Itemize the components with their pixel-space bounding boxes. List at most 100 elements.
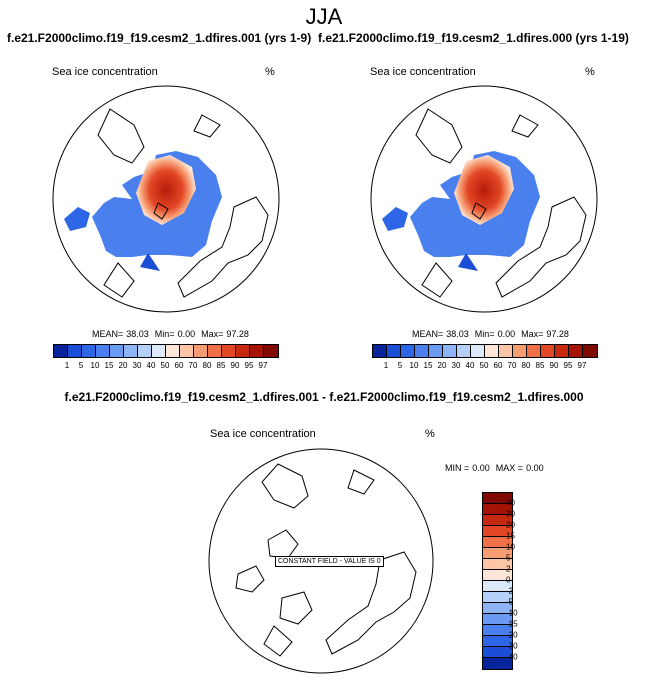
colorbar-tick-label: 70 bbox=[507, 361, 517, 370]
colorbar-ticks-left: 1 5 10 15 20 30 40 50 60 70 80 85 90 95 97 bbox=[53, 361, 279, 371]
colorbar-swatch bbox=[483, 548, 512, 559]
stat-mean-label-right: MEAN= bbox=[412, 329, 444, 339]
colorbar-tick-label: 15 bbox=[104, 361, 114, 370]
stat-min-label-right: Min= bbox=[474, 329, 495, 339]
colorbar-swatch bbox=[483, 581, 512, 592]
coastline-right bbox=[415, 108, 587, 298]
colorbar-swatch bbox=[264, 345, 278, 357]
colorbar-tick-label: 60 bbox=[493, 361, 503, 370]
colorbar-swatch bbox=[483, 559, 512, 570]
variable-label-left: Sea ice concentration bbox=[52, 66, 158, 78]
polar-map-right bbox=[370, 85, 598, 313]
colorbar-ticks-difference: 40 30 20 15 10 5 2 0 -2 -5 -10 -15 -20 -30 -40 bbox=[506, 492, 536, 670]
stat-max-label-right: Max= bbox=[521, 329, 544, 339]
stats-right: MEAN= 38.03 Min= 0.00 Max= 97.28 bbox=[412, 329, 575, 339]
colorbar-swatch bbox=[415, 345, 429, 357]
colorbar-tick-label: 20 bbox=[118, 361, 128, 370]
colorbar-swatch bbox=[68, 345, 82, 357]
colorbar-tick-label: 5 bbox=[506, 553, 511, 563]
colorbar-tick-label: 40 bbox=[465, 361, 475, 370]
stat-max-label-difference: MAX = bbox=[495, 463, 524, 473]
stat-mean-value-left: 38.03 bbox=[126, 329, 149, 339]
colorbar-swatch bbox=[483, 658, 512, 669]
stat-min-value-left: 0.00 bbox=[177, 329, 196, 339]
unit-label-left: % bbox=[265, 66, 275, 78]
stat-min-value-right: 0.00 bbox=[497, 329, 516, 339]
colorbar-tick-label: 10 bbox=[90, 361, 100, 370]
colorbar-tick-label: 95 bbox=[563, 361, 573, 370]
stat-max-value-difference: 0.00 bbox=[526, 463, 544, 473]
colorbar-tick-label: 1 bbox=[383, 361, 389, 370]
colorbar-tick-label: 1 bbox=[64, 361, 70, 370]
colorbar-tick-label: 0 bbox=[506, 575, 511, 585]
coastline-difference bbox=[235, 463, 417, 657]
colorbar-swatch bbox=[124, 345, 138, 357]
colorbar-tick-label: 5 bbox=[78, 361, 84, 370]
colorbar-tick-label: 95 bbox=[244, 361, 254, 370]
variable-label-difference: Sea ice concentration bbox=[210, 428, 316, 440]
colorbar-tick-label: 60 bbox=[174, 361, 184, 370]
colorbar-swatch bbox=[483, 592, 512, 603]
colorbar-swatch bbox=[483, 603, 512, 614]
colorbar-swatch bbox=[250, 345, 264, 357]
colorbar-swatch bbox=[483, 625, 512, 636]
colorbar-tick-label: -2 bbox=[506, 586, 514, 596]
colorbar-swatch bbox=[471, 345, 485, 357]
colorbar-swatch bbox=[483, 537, 512, 548]
colorbar-swatch bbox=[485, 345, 499, 357]
colorbar-tick-label: 90 bbox=[549, 361, 559, 370]
colorbar-tick-label: 50 bbox=[479, 361, 489, 370]
colorbar-swatch bbox=[555, 345, 569, 357]
colorbar-swatch bbox=[373, 345, 387, 357]
colorbar-tick-label: 20 bbox=[437, 361, 447, 370]
colorbar-tick-label: -10 bbox=[506, 608, 518, 618]
ice-patch-left bbox=[140, 253, 160, 271]
colorbar-swatch bbox=[429, 345, 443, 357]
colorbar-swatch bbox=[54, 345, 68, 357]
constant-field-label: CONSTANT FIELD - VALUE IS 0 bbox=[275, 556, 384, 567]
stat-max-value-right: 97.28 bbox=[546, 329, 569, 339]
unit-label-difference: % bbox=[425, 428, 435, 440]
case-title-right: f.e21.F2000climo.f19_f19.cesm2_1.dfires.… bbox=[318, 31, 629, 45]
colorbar-swatch bbox=[152, 345, 166, 357]
season-title: JJA bbox=[305, 4, 343, 29]
case-title-left: f.e21.F2000climo.f19_f19.cesm2_1.dfires.… bbox=[7, 31, 312, 45]
ice-core-region-left bbox=[136, 155, 196, 225]
colorbar-tick-label: -20 bbox=[506, 630, 518, 640]
colorbar-tick-label: 30 bbox=[451, 361, 461, 370]
colorbar-tick-label: 97 bbox=[577, 361, 587, 370]
colorbar-swatch bbox=[208, 345, 222, 357]
stat-min-label-left: Min= bbox=[154, 329, 175, 339]
colorbar-swatch bbox=[387, 345, 401, 357]
coastline-left bbox=[97, 108, 269, 298]
colorbar-swatch bbox=[569, 345, 583, 357]
colorbar-swatch bbox=[483, 647, 512, 658]
colorbar-tick-label: 80 bbox=[202, 361, 212, 370]
colorbar-tick-label: 97 bbox=[258, 361, 268, 370]
colorbar-swatch bbox=[110, 345, 124, 357]
difference-title: f.e21.F2000climo.f19_f19.cesm2_1.dfires.… bbox=[64, 390, 584, 404]
stat-max-label-left: Max= bbox=[201, 329, 224, 339]
colorbar-swatch bbox=[583, 345, 597, 357]
ice-patch-left bbox=[64, 207, 90, 231]
colorbar-swatch bbox=[222, 345, 236, 357]
colorbar-swatch bbox=[138, 345, 152, 357]
polar-map-left bbox=[52, 85, 280, 313]
colorbar-tick-label: -30 bbox=[506, 641, 518, 651]
colorbar-swatch bbox=[194, 345, 208, 357]
colorbar-tick-label: 10 bbox=[409, 361, 419, 370]
colorbar-swatch bbox=[483, 636, 512, 647]
colorbar-swatch bbox=[401, 345, 415, 357]
colorbar-swatch bbox=[483, 570, 512, 581]
colorbar-swatch bbox=[180, 345, 194, 357]
colorbar-tick-label: 85 bbox=[535, 361, 545, 370]
stat-mean-value-right: 38.03 bbox=[446, 329, 469, 339]
colorbar-tick-label: 70 bbox=[188, 361, 198, 370]
colorbar-tick-label: 30 bbox=[506, 509, 515, 519]
colorbar-ticks-right: 1 5 10 15 20 30 40 50 60 70 80 85 90 95 97 bbox=[372, 361, 598, 371]
colorbar-swatch bbox=[499, 345, 513, 357]
ice-patch-right bbox=[458, 253, 478, 271]
colorbar-tick-label: 40 bbox=[506, 498, 515, 508]
colorbar-tick-label: 50 bbox=[160, 361, 170, 370]
colorbar-tick-label: 10 bbox=[506, 542, 515, 552]
